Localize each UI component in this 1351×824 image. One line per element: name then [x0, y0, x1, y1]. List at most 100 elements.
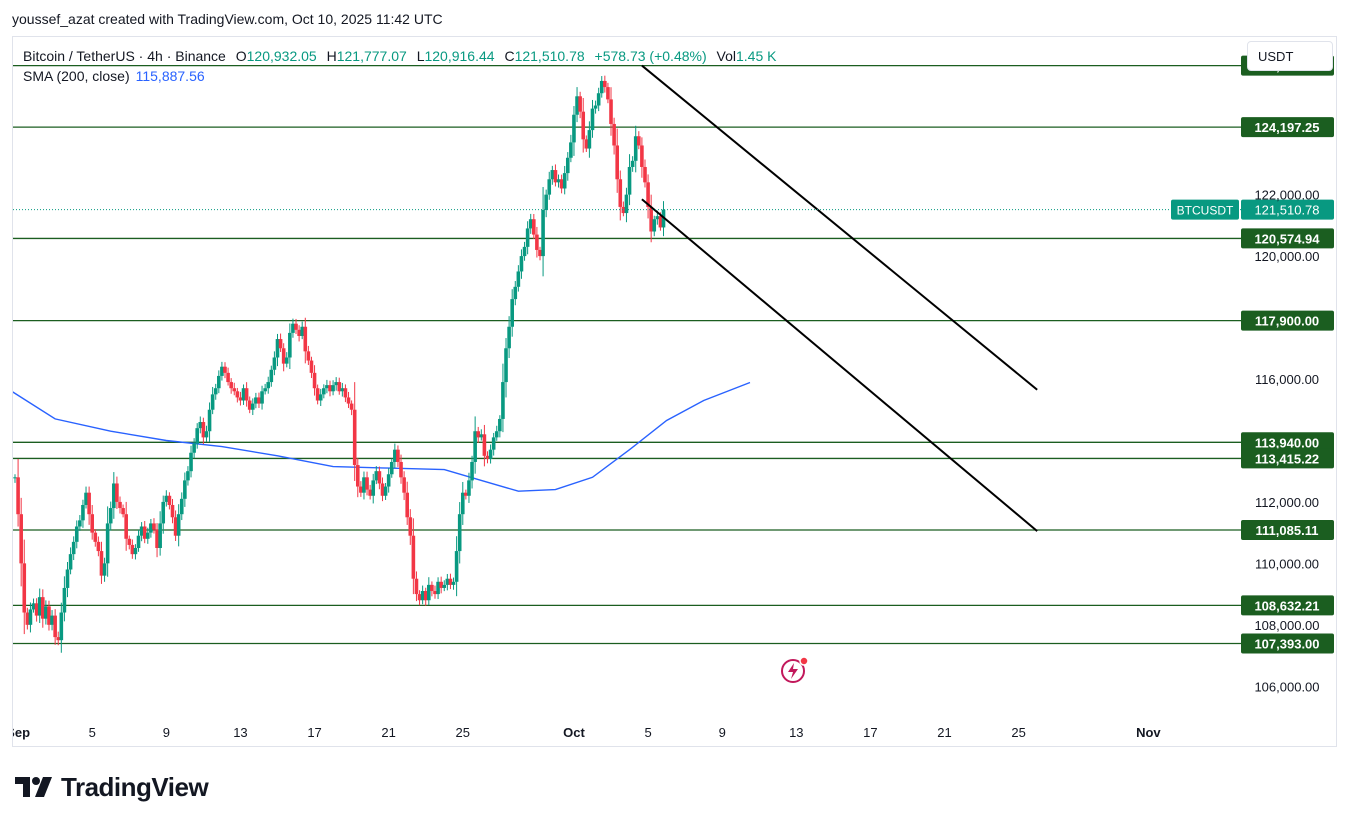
candle-body — [115, 483, 119, 502]
candle — [646, 174, 650, 219]
candle-body — [556, 179, 561, 183]
candle — [65, 562, 70, 598]
candle-body — [260, 391, 264, 404]
flash-icon[interactable] — [767, 646, 811, 690]
candle — [535, 226, 539, 258]
candle — [195, 423, 200, 449]
price-chart[interactable]: 126,199.63124,197.25120,574.94117,900.00… — [13, 37, 1337, 747]
y-tick-label-5: 120,000.00 — [1254, 249, 1319, 264]
candle-body — [649, 206, 653, 232]
candle — [145, 527, 150, 544]
candle-body — [99, 551, 104, 576]
candle-body — [78, 520, 82, 527]
candle — [315, 384, 320, 405]
candle-body — [44, 606, 48, 619]
candle-body — [334, 382, 338, 386]
candle — [186, 466, 190, 486]
tradingview-brand[interactable]: TradingView — [15, 770, 209, 804]
candle-body — [325, 385, 329, 389]
candle — [81, 499, 85, 528]
candle-body — [562, 173, 567, 189]
candle-body — [278, 339, 283, 349]
level-tag-2 — [1241, 228, 1334, 249]
candle-body — [445, 578, 450, 585]
chart-attribution: youssef_azat created with TradingView.co… — [12, 11, 443, 27]
candle-body — [275, 339, 280, 358]
candle-body — [538, 249, 542, 257]
candle-body — [371, 480, 376, 496]
candle — [448, 573, 453, 590]
candle-body — [272, 357, 277, 370]
candle — [596, 87, 601, 112]
candle-body — [584, 139, 589, 149]
candle — [71, 536, 76, 561]
candle-body — [25, 612, 30, 625]
candle — [565, 152, 570, 181]
candle-body — [121, 508, 125, 515]
candle — [288, 323, 292, 369]
candle-body — [362, 477, 366, 493]
x-tick-label-1: 5 — [89, 725, 96, 740]
candle — [337, 377, 342, 395]
candle-body — [210, 394, 215, 410]
level-tag-4 — [1241, 432, 1334, 453]
candle — [627, 154, 632, 206]
candle — [420, 585, 425, 605]
legend-sma-row[interactable]: SMA (200, close) 115,887.56 — [23, 66, 776, 86]
legend-vol: 1.45 K — [736, 48, 777, 64]
candle-body — [442, 584, 447, 588]
candle-body — [74, 526, 79, 542]
candle — [334, 377, 338, 391]
horizontal-levels: 126,199.63124,197.25120,574.94117,900.00… — [13, 55, 1334, 654]
candle — [167, 492, 172, 510]
candle — [445, 573, 450, 591]
candle — [522, 241, 527, 261]
legend-symbol[interactable]: Bitcoin / TetherUS · 4h · Binance — [23, 48, 226, 64]
x-tick-label-14: Nov — [1136, 725, 1161, 740]
candle — [322, 384, 326, 399]
candle — [112, 472, 116, 519]
tradingview-wordmark: TradingView — [61, 771, 209, 802]
candle-body — [352, 409, 357, 466]
candle — [519, 249, 524, 279]
candle-body — [507, 326, 511, 349]
candle — [306, 345, 311, 365]
candle — [581, 97, 586, 153]
candle — [278, 333, 283, 352]
candle-body — [433, 591, 437, 595]
candle-body — [365, 477, 369, 490]
candle — [593, 100, 598, 114]
candle — [606, 82, 610, 104]
candle-body — [84, 492, 88, 505]
candle — [479, 429, 484, 441]
candle — [115, 476, 119, 509]
candle — [498, 415, 502, 438]
chart-pane[interactable]: 126,199.63124,197.25120,574.94117,900.00… — [12, 36, 1337, 747]
candle-body — [59, 612, 64, 641]
currency-button[interactable]: USDT — [1247, 41, 1333, 71]
candle-body — [250, 403, 255, 410]
candle — [473, 416, 477, 474]
candles — [13, 75, 666, 653]
x-tick-label-0: Sep — [13, 725, 30, 740]
candle — [386, 468, 391, 493]
candle-body — [655, 216, 660, 220]
legend-high-label: H — [326, 48, 337, 64]
candle-body — [411, 535, 416, 579]
candle — [343, 384, 348, 403]
candle — [241, 384, 246, 405]
candle-body — [306, 351, 311, 361]
candle — [491, 432, 496, 456]
candle — [56, 631, 61, 646]
level-label-3: 117,900.00 — [1255, 314, 1319, 329]
candle — [229, 378, 233, 394]
candle-body — [417, 594, 422, 601]
candle-body — [396, 449, 400, 462]
candle — [427, 577, 431, 606]
candle-body — [658, 216, 663, 228]
candle-body — [590, 108, 595, 131]
x-tick-label-8: 5 — [644, 725, 651, 740]
candle-body — [473, 431, 477, 462]
candle-body — [16, 477, 20, 515]
candle-body — [479, 434, 484, 438]
